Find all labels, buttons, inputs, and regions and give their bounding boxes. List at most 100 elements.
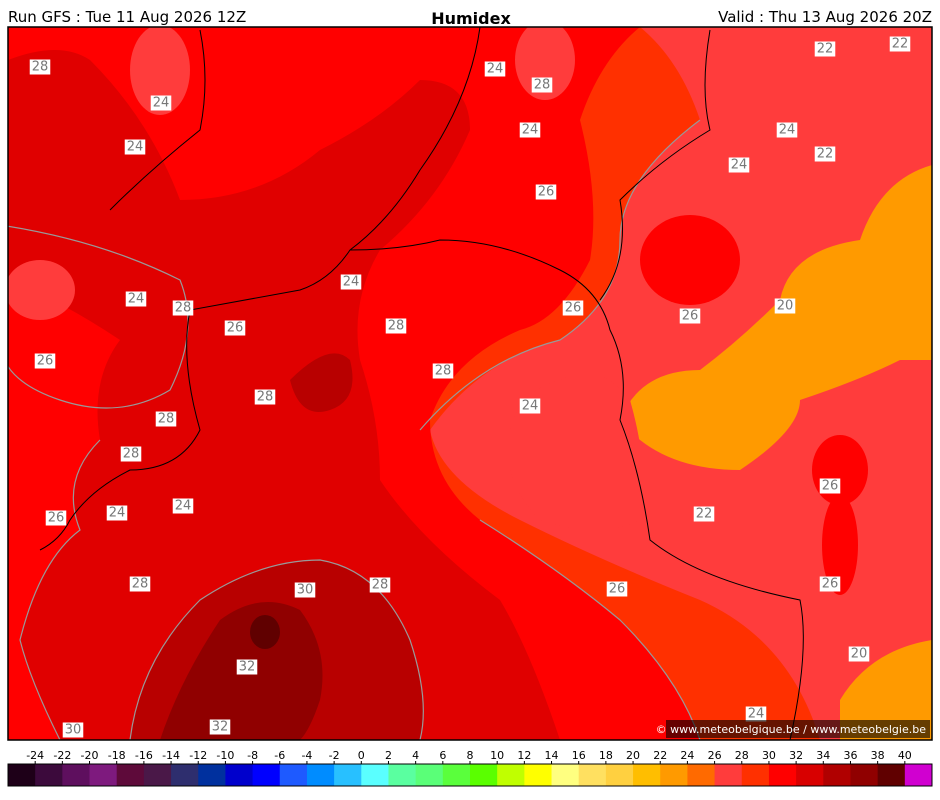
color-swatch: [524, 764, 553, 786]
colorbar-tick-label: 18: [599, 749, 613, 762]
contour-label: 28: [132, 577, 149, 592]
colorbar-tick-label: -14: [162, 749, 180, 762]
label-box: [519, 398, 541, 414]
label-box: [889, 36, 911, 52]
contour-labels: 28 24 24 24 28 24 22 22 24 22 24 26 24 2…: [29, 36, 911, 738]
color-swatch: [796, 764, 824, 786]
label-box: [531, 77, 553, 93]
border: [349, 239, 804, 740]
contour-label: 28: [158, 412, 175, 427]
label-box: [155, 411, 177, 427]
colorbar-tick-label: -18: [108, 749, 126, 762]
coastline: [109, 29, 206, 211]
color-swatch: [8, 764, 36, 786]
label-box: [385, 318, 407, 334]
contour-label: 24: [175, 499, 192, 514]
colorbar: -24 -22 -20 -18 -16 -14 -12 -10 -8 -6 -4 -2 0 2 4 6 8 10 1…: [7, 749, 933, 787]
color-swatch: [633, 764, 661, 786]
label-box: [129, 576, 151, 592]
color-swatch: [116, 764, 145, 786]
color-swatch: [497, 764, 525, 786]
label-box: [814, 41, 836, 57]
valid-label: Valid : Thu 13 Aug 2026 20Z: [718, 8, 932, 26]
contour-label: 22: [696, 507, 713, 522]
label-box: [819, 576, 841, 592]
colorbar-tick-label: 26: [708, 749, 722, 762]
color-swatch: [850, 764, 879, 786]
contour-label: 30: [297, 583, 314, 598]
label-box: [535, 184, 557, 200]
field: [8, 27, 932, 740]
contour-label: 26: [682, 309, 699, 324]
band-22e: [8, 260, 75, 320]
color-swatch: [35, 764, 63, 786]
label-box: [62, 722, 84, 738]
contour-label: 24: [522, 123, 539, 138]
contour-label: 26: [822, 577, 839, 592]
colorbar-tick-label: 20: [626, 749, 640, 762]
label-box: [224, 320, 246, 336]
contour-label: 24: [522, 399, 539, 414]
colorbar-tick-label: -16: [135, 749, 153, 762]
band-26d: [640, 215, 740, 305]
color-swatch: [171, 764, 199, 786]
label-box: [294, 582, 316, 598]
contour-label: 26: [48, 511, 65, 526]
colorbar-tick-label: 12: [517, 749, 531, 762]
label-box: [120, 446, 142, 462]
contour-label: 24: [153, 96, 170, 111]
colorbar-tick-label: -10: [216, 749, 234, 762]
label-box: [728, 157, 750, 173]
contour-label: 24: [779, 123, 796, 138]
color-swatch: [605, 764, 634, 786]
colorbar-tick-label: 40: [898, 749, 912, 762]
label-box: [125, 291, 147, 307]
colorbar-tick-label: -20: [81, 749, 99, 762]
color-swatch: [768, 764, 797, 786]
label-box: [34, 353, 56, 369]
label-box: [254, 389, 276, 405]
label-box: [519, 122, 541, 138]
run-label: Run GFS : Tue 11 Aug 2026 12Z: [8, 8, 246, 26]
color-swatch: [279, 764, 308, 786]
contour-label: 22: [817, 42, 834, 57]
colorbar-tick-label: -4: [301, 749, 312, 762]
band-22d: [130, 27, 190, 115]
colorbar-tick-label: 10: [490, 749, 504, 762]
label-box: [432, 363, 454, 379]
label-box: [745, 706, 767, 722]
isoline: [8, 225, 189, 409]
contour-label: 24: [731, 158, 748, 173]
colorbar-tick-label: 4: [412, 749, 419, 762]
colorbar-tick-label: 34: [816, 749, 830, 762]
map-frame: [7, 26, 933, 741]
contour-label: 28: [388, 319, 405, 334]
credit-box: [666, 720, 930, 738]
colorbar-tick-label: -2: [329, 749, 340, 762]
colorbar-frame: [7, 763, 933, 787]
color-swatch: [252, 764, 281, 786]
contour-label: 26: [538, 185, 555, 200]
colorbar-tick-label: 14: [545, 749, 559, 762]
color-swatch: [62, 764, 91, 786]
band-20b: [840, 640, 932, 740]
label-box: [172, 300, 194, 316]
contour-label: 24: [109, 506, 126, 521]
contour-label: 20: [777, 299, 794, 314]
contour-label: 28: [372, 578, 389, 593]
color-swatch: [904, 764, 933, 786]
color-swatch: [388, 764, 417, 786]
band-26b: [812, 435, 868, 505]
colorbar-tick-label: 28: [735, 749, 749, 762]
isoline: [129, 559, 424, 740]
label-box: [29, 59, 51, 75]
color-swatch: [470, 764, 498, 786]
label-box: [150, 95, 172, 111]
label-box: [774, 298, 796, 314]
color-swatch: [741, 764, 770, 786]
color-swatch: [578, 764, 607, 786]
contour-label: 28: [534, 78, 551, 93]
color-swatch: [415, 764, 444, 786]
colorbar-tick-label: 24: [680, 749, 694, 762]
contour-label: 28: [123, 447, 140, 462]
